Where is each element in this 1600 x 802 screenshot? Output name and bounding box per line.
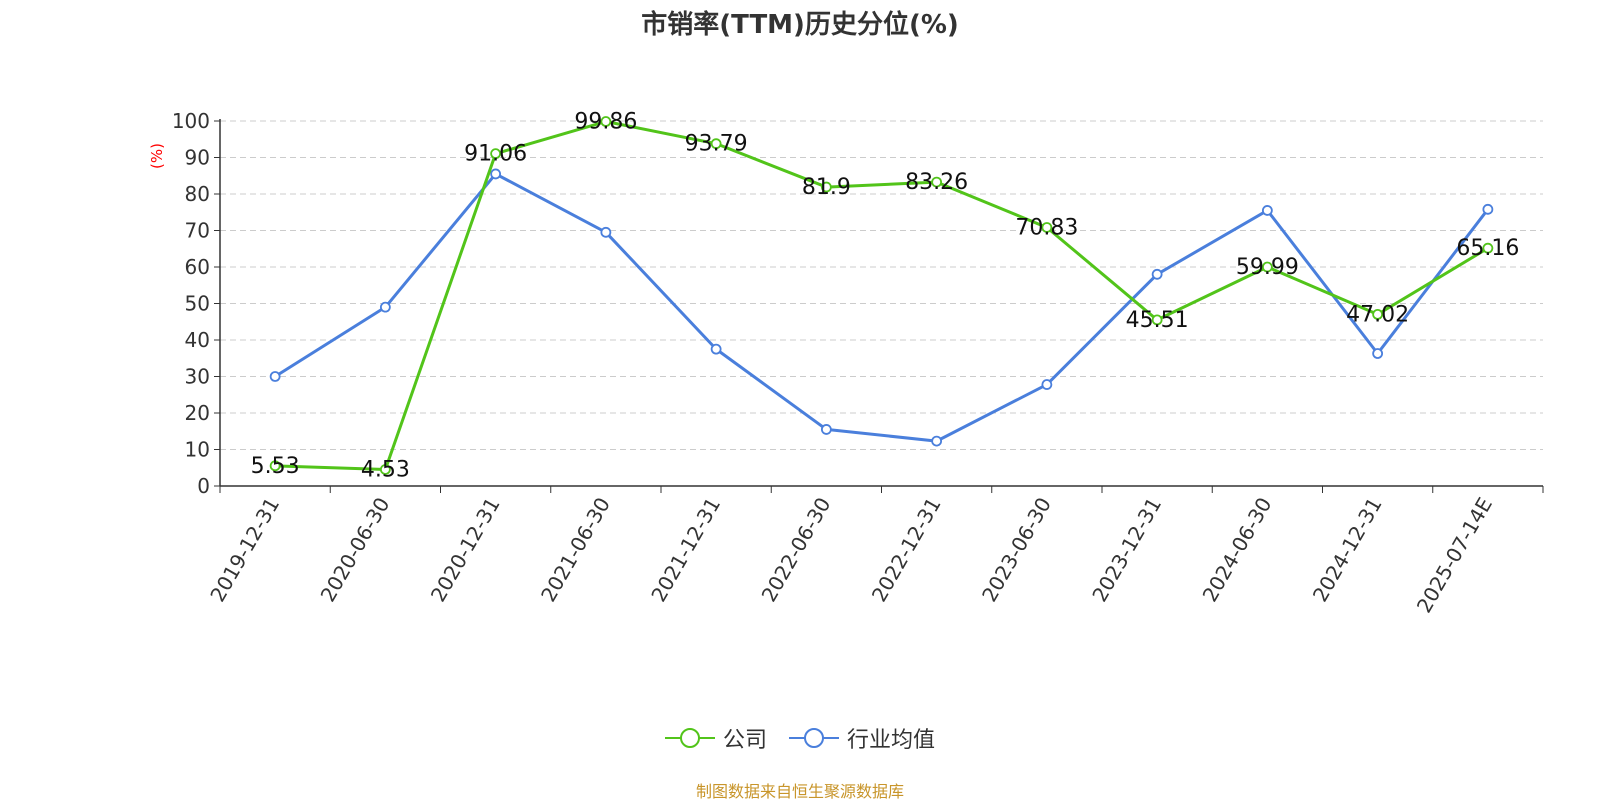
data-point bbox=[1261, 205, 1273, 216]
chart-title: 市销率(TTM)历史分位(%) bbox=[641, 10, 959, 40]
y-tick-label: 20 bbox=[185, 401, 210, 425]
data-label: 83.26 bbox=[905, 170, 968, 195]
data-point bbox=[710, 343, 722, 355]
data-point bbox=[1151, 268, 1163, 280]
data-point bbox=[1261, 261, 1273, 273]
data-point bbox=[490, 168, 502, 180]
data-point bbox=[269, 371, 281, 382]
series-lines bbox=[269, 116, 1494, 475]
data-point bbox=[931, 176, 943, 188]
data-point bbox=[1482, 242, 1494, 254]
legend: 公司 行业均值 bbox=[0, 722, 1600, 754]
data-labels: 5.53 4.53 91.06 99.86 93.79 81.9 83.26 70.83 45.… bbox=[251, 110, 1520, 483]
x-tick-label: 2022-06-30 bbox=[757, 493, 836, 606]
legend-label-industry-average: 行业均值 bbox=[847, 728, 936, 753]
x-tick-label: 2023-06-30 bbox=[977, 493, 1056, 606]
y-tick-label: 70 bbox=[185, 219, 210, 243]
data-point bbox=[820, 424, 832, 435]
data-label: 91.06 bbox=[464, 142, 527, 167]
data-point bbox=[820, 181, 832, 193]
legend-item-industry-average[interactable]: 行业均值 bbox=[789, 722, 935, 754]
gridlines bbox=[220, 120, 1543, 450]
x-tick-label: 2020-06-30 bbox=[316, 493, 395, 606]
data-point bbox=[379, 301, 391, 313]
data-label: 70.83 bbox=[1015, 215, 1078, 240]
data-point bbox=[710, 138, 722, 150]
data-point bbox=[490, 148, 502, 160]
y-tick-label: 50 bbox=[185, 292, 210, 316]
x-tick-label: 2020-12-31 bbox=[426, 493, 505, 606]
series-line bbox=[275, 120, 1489, 471]
data-label: 99.86 bbox=[574, 110, 637, 135]
data-point bbox=[1372, 308, 1384, 320]
x-tick-label: 2021-06-30 bbox=[536, 493, 615, 606]
y-tick-label: 40 bbox=[185, 328, 210, 352]
data-point bbox=[1041, 379, 1053, 390]
y-tick-label: 60 bbox=[185, 255, 210, 279]
data-point bbox=[1482, 203, 1494, 215]
data-point bbox=[1151, 314, 1163, 326]
data-point bbox=[600, 116, 612, 127]
data-label: 45.51 bbox=[1126, 308, 1189, 333]
series-line bbox=[274, 172, 1490, 443]
x-tick-label: 2022-12-31 bbox=[867, 493, 946, 606]
y-axis-label: (%) bbox=[148, 143, 166, 169]
y-tick-label: 10 bbox=[185, 438, 210, 462]
legend-line-circle-icon bbox=[664, 728, 715, 748]
y-tick-label: 100 bbox=[172, 109, 210, 133]
x-tick-label: 2019-12-31 bbox=[205, 493, 284, 606]
y-tick-label: 90 bbox=[185, 146, 210, 170]
data-label: 4.53 bbox=[361, 457, 410, 482]
legend-line-circle-icon bbox=[789, 728, 839, 748]
x-tick-label: 2025-07-14E bbox=[1412, 493, 1497, 617]
data-point bbox=[931, 435, 943, 447]
data-label: 65.16 bbox=[1456, 236, 1519, 261]
data-label: 93.79 bbox=[685, 132, 748, 157]
x-tick-label: 2024-12-31 bbox=[1308, 493, 1387, 606]
x-tick-label: 2024-06-30 bbox=[1198, 493, 1277, 606]
data-point bbox=[269, 460, 281, 472]
data-point bbox=[379, 464, 391, 475]
y-tick-label: 80 bbox=[185, 182, 210, 206]
data-label: 5.53 bbox=[251, 454, 300, 479]
legend-label-company: 公司 bbox=[722, 728, 767, 753]
data-point bbox=[600, 226, 612, 238]
y-tick-label: 0 bbox=[197, 474, 210, 498]
legend-item-company[interactable]: 公司 bbox=[664, 722, 767, 754]
x-tick-label: 2021-12-31 bbox=[646, 493, 725, 606]
y-tick-label: 30 bbox=[185, 365, 210, 389]
data-label: 47.02 bbox=[1346, 302, 1409, 327]
data-point bbox=[1372, 348, 1384, 359]
data-label: 59.99 bbox=[1236, 255, 1299, 280]
data-point bbox=[1041, 222, 1053, 233]
x-tick-label: 2023-12-31 bbox=[1087, 493, 1166, 606]
source-note: 制图数据来自恒生聚源数据库 bbox=[695, 782, 904, 801]
data-label: 81.9 bbox=[802, 175, 851, 200]
